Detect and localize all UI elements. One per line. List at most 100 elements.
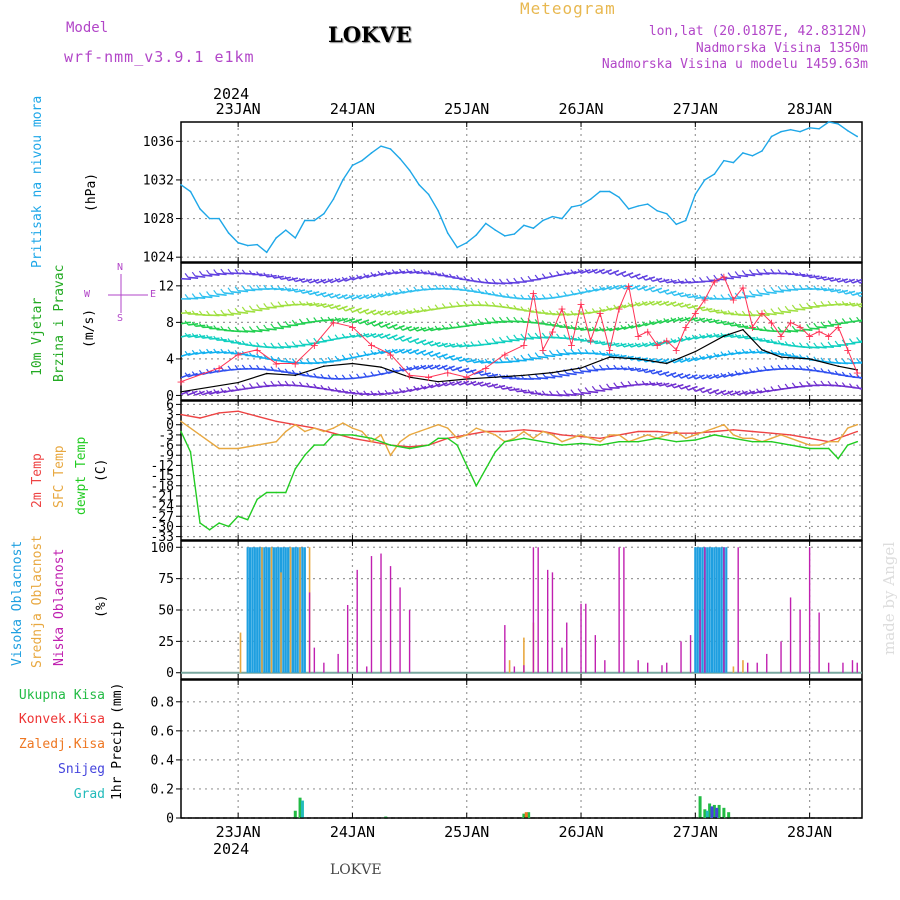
wind-barb: [430, 383, 441, 389]
wind-barb-flag: [363, 390, 368, 396]
wind-barb-flag: [834, 370, 839, 376]
wind-barb-flag: [413, 268, 418, 274]
temp2m-series-point: [199, 417, 201, 419]
gust-marker: +: [272, 357, 281, 370]
gust-marker: +: [500, 348, 509, 361]
year-top: 2024: [213, 85, 250, 103]
wind-barb-flag: [648, 287, 653, 293]
pressure-series-point: [313, 219, 316, 222]
wind-barb-flag: [306, 339, 311, 344]
sfctemp-series-point: [361, 430, 363, 433]
pressure-series-point: [456, 246, 459, 249]
wind-barb-flag: [656, 370, 661, 376]
wind-barb: [316, 278, 327, 284]
gust-series-point: [237, 353, 239, 356]
wind-barb-flag: [370, 321, 375, 327]
gust-series-point: [799, 326, 801, 328]
wind-barb-flag: [420, 285, 425, 291]
wind-barb-flag: [513, 355, 518, 361]
wind-barb-flag: [256, 325, 261, 331]
wind-barb: [195, 371, 206, 377]
sfctemp-series-point: [846, 427, 849, 429]
wind-barb: [344, 276, 355, 282]
dewpt-series-point: [332, 434, 335, 436]
wind-barb: [745, 295, 756, 298]
wind-barb: [252, 329, 263, 333]
wind-barb-flag: [534, 274, 539, 280]
wind-barb-flag: [206, 334, 211, 340]
wind-barb-flag: [820, 357, 825, 363]
wind-barb-flag: [806, 323, 811, 329]
wind-barb: [723, 390, 734, 396]
wind-barb-flag: [470, 341, 475, 347]
sfctemp-series-point: [370, 440, 373, 443]
wind-barb-flag: [841, 301, 846, 306]
wind-barb-flag: [184, 332, 189, 338]
y-tick-label: 8: [166, 316, 174, 331]
gust-series-point: [846, 348, 849, 351]
wind-barb-flag: [698, 354, 703, 360]
gust-series-point: [570, 344, 573, 347]
wind-barb-flag: [270, 380, 275, 386]
wind-barb-flag: [213, 348, 218, 354]
wind-barb-flag: [620, 324, 625, 330]
wind-barb: [595, 286, 605, 292]
wind-barb-flag: [270, 366, 275, 371]
wind-barb-flag: [770, 386, 775, 391]
wind-barb-flag: [756, 310, 761, 315]
wind-barb-flag: [563, 323, 568, 329]
wind-barb: [209, 350, 220, 354]
wind-barb-flag: [441, 342, 446, 348]
wind-barb-flag: [570, 310, 575, 316]
pressure-series-point: [323, 212, 325, 215]
wind-barb-flag: [698, 277, 703, 282]
wind-barb-flag: [484, 289, 489, 295]
gust-series-point: [427, 376, 430, 378]
wind-barb: [623, 303, 634, 309]
wind-barb-flag: [334, 277, 339, 283]
wind-barb-flag: [727, 272, 732, 278]
wind-barb: [588, 328, 599, 332]
wind-barb: [530, 336, 542, 340]
wind-barb-flag: [234, 307, 239, 313]
sfctemp-series-point: [837, 440, 839, 443]
wind-barb-flag: [834, 381, 839, 387]
wind-barb-flag: [563, 348, 568, 354]
wind-barb-flag: [320, 302, 325, 308]
wind-barb-flag: [534, 332, 539, 338]
wind-barb: [716, 352, 727, 358]
wind-barb-flag: [341, 388, 346, 394]
gust-marker: +: [605, 344, 614, 357]
wind-barb-flag: [520, 294, 525, 300]
wind-barb-flag: [763, 309, 768, 314]
day-label-top: 25JAN: [444, 100, 489, 118]
wind-barb-flag: [227, 349, 232, 354]
gust-marker: +: [776, 330, 785, 343]
wind-barb-flag: [263, 342, 268, 348]
wind-barb: [538, 355, 549, 359]
wind-barb-flag: [498, 278, 503, 284]
product-title: Meteogram: [520, 0, 616, 18]
y-tick-label: -15: [151, 469, 174, 484]
gust-marker: +: [767, 316, 776, 329]
wind-barb-flag: [770, 286, 775, 292]
sfctemp-series-point: [713, 427, 716, 429]
wind-barb-flag: [570, 269, 575, 275]
wind-barb-flag: [313, 358, 318, 364]
temp2m-series-point: [789, 434, 792, 436]
pressure-series-point: [408, 169, 411, 172]
temp2m-series-point: [218, 412, 220, 414]
y-tick-label: 1028: [143, 212, 174, 227]
wind-barb: [509, 339, 520, 342]
station-title: LOKVE: [328, 22, 412, 47]
wind-barb-flag: [384, 368, 389, 374]
wind-barb: [523, 358, 534, 361]
wind-barb-flag: [598, 384, 603, 390]
sfctemp-series-point: [646, 434, 649, 436]
gust-series-point: [637, 335, 639, 337]
pressure-series-point: [694, 193, 697, 196]
wind-barb-flag: [770, 308, 775, 314]
wind-barb: [330, 278, 341, 284]
wind-barb-flag: [791, 364, 796, 370]
wind-barb-flag: [427, 341, 432, 347]
